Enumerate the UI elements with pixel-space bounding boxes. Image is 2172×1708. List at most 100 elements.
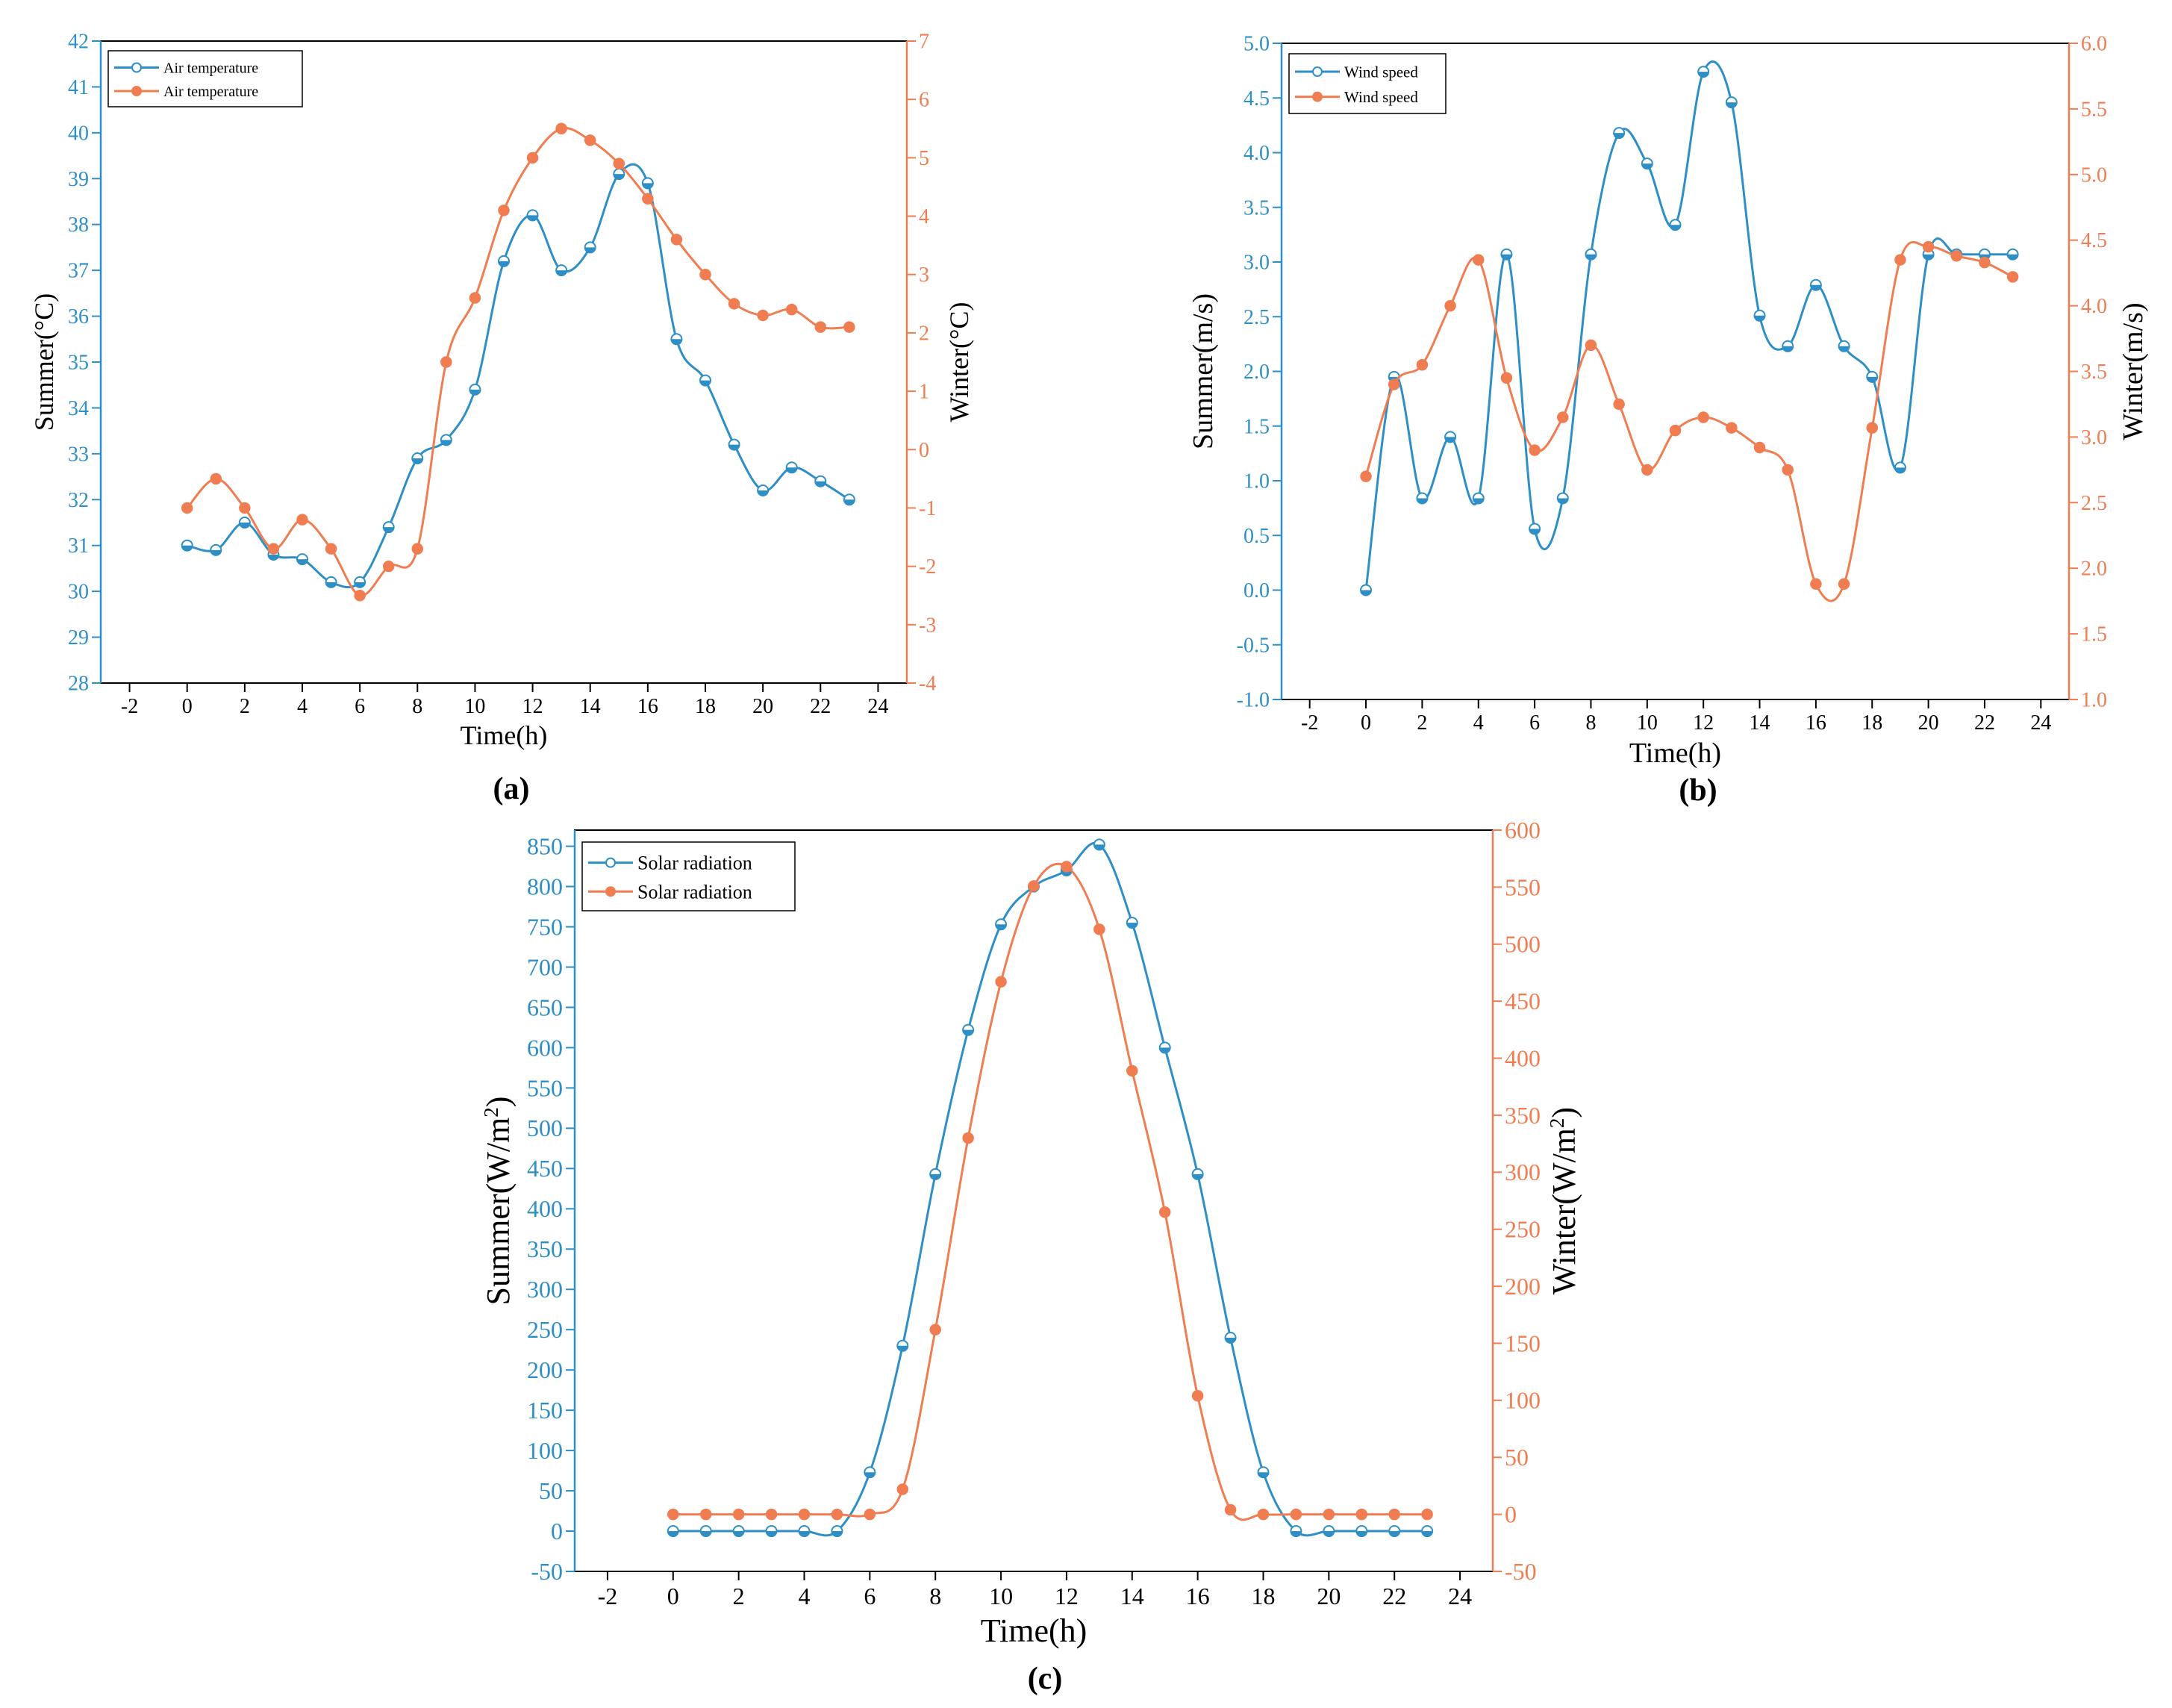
y-right-tick-label: 0 (1505, 1500, 1517, 1527)
y-left-tick-label: 37 (68, 260, 89, 283)
y-right-axis-title: Winter(W/m2) (1546, 1107, 1582, 1294)
y-right-tick-label: 4.0 (2081, 295, 2107, 318)
data-point (995, 976, 1007, 988)
y-right-tick-label: 400 (1505, 1044, 1541, 1071)
data-point (411, 543, 424, 555)
y-left-tick-label: 3.0 (1243, 252, 1270, 275)
legend-swatch-marker (605, 857, 616, 868)
data-point (667, 1508, 679, 1521)
data-point-fill (1923, 254, 1934, 260)
y-right-tick-label: -4 (919, 673, 936, 696)
x-tick-label: 18 (1862, 711, 1882, 735)
y-left-tick-label: 850 (527, 832, 563, 859)
data-point-fill (239, 523, 250, 529)
data-point-fill (1323, 1531, 1335, 1537)
data-point-fill (412, 458, 423, 464)
data-point-fill (614, 174, 625, 180)
series-line-summer (187, 163, 850, 589)
y-right-tick-label: 500 (1505, 931, 1541, 958)
x-tick-label: 6 (355, 695, 365, 718)
x-tick-label: 24 (867, 695, 888, 718)
data-point (1388, 1508, 1400, 1521)
legend-label: Air temperature (163, 84, 258, 100)
data-point-fill (210, 549, 222, 555)
data-point (1613, 398, 1625, 411)
data-point (1093, 923, 1105, 935)
data-point-fill (815, 481, 826, 487)
data-point-fill (499, 261, 509, 267)
data-point (814, 321, 827, 333)
data-point-fill (700, 1531, 711, 1537)
data-point (1444, 299, 1456, 312)
data-point (1028, 880, 1040, 892)
data-point-fill (355, 582, 366, 587)
data-point-fill (1225, 1337, 1236, 1343)
y-left-tick-label: -50 (531, 1558, 563, 1585)
data-point (1416, 358, 1429, 371)
y-right-tick-label: 50 (1505, 1444, 1529, 1471)
data-point-fill (1810, 284, 1821, 290)
legend-label: Wind speed (1344, 63, 1418, 81)
series-summer (181, 163, 855, 589)
chart-panel-c: -2 0 2 4 6 8 10 12 14 16 18 20 22 24-5005010015020025… (480, 817, 1582, 1696)
data-point (962, 1132, 974, 1144)
data-point-fill (1614, 133, 1625, 139)
data-point (1529, 444, 1541, 456)
y-left-tick-label: 650 (527, 994, 563, 1020)
data-point-fill (1389, 1531, 1400, 1537)
y-left-tick-label: 35 (68, 352, 89, 375)
x-tick-label: 22 (1382, 1583, 1406, 1609)
data-point (1697, 411, 1709, 423)
data-point-fill (1726, 102, 1737, 108)
series-line-winter (186, 127, 849, 597)
x-tick-label: 4 (1473, 711, 1484, 735)
data-point-fill (728, 444, 740, 450)
legend: Air temperature Air temperature (107, 50, 303, 107)
y-left-axis-title: Summer(W/m2) (480, 1097, 517, 1306)
data-point (1753, 441, 1766, 454)
data-point-fill (831, 1531, 843, 1537)
x-tick-label: 18 (695, 695, 716, 718)
data-point (699, 268, 711, 281)
series-winter (1360, 240, 2019, 602)
data-point-fill (1417, 498, 1428, 504)
y-left-tick-label: 32 (68, 489, 89, 512)
legend-swatch-marker (131, 86, 142, 96)
x-tick-label: 10 (989, 1583, 1013, 1609)
series-summer (667, 838, 1434, 1538)
series-winter (181, 122, 855, 602)
data-point (555, 122, 567, 135)
data-point (728, 298, 740, 310)
data-point (1810, 578, 1822, 590)
y-left-tick-label: 200 (527, 1356, 563, 1383)
y-right-tick-label: 250 (1505, 1216, 1541, 1243)
data-point (1922, 240, 1935, 253)
data-point (1191, 1389, 1204, 1402)
legend-label: Solar radiation (637, 881, 752, 903)
x-tick-label: 20 (1317, 1583, 1341, 1609)
y-left-tick-label: 550 (527, 1074, 563, 1101)
y-left-tick-label: 3.5 (1243, 196, 1270, 219)
data-point (498, 204, 510, 216)
y-right-tick-label: 1.5 (2081, 623, 2107, 646)
data-point-fill (1356, 1531, 1367, 1537)
data-point (1360, 470, 1372, 482)
y-right-tick-label: 550 (1505, 873, 1541, 900)
data-point-fill (469, 389, 481, 395)
y-left-tick-label: 2.5 (1243, 306, 1270, 329)
y-right-tick-label: 4 (919, 205, 929, 228)
x-tick-label: 16 (637, 695, 658, 718)
data-point (354, 589, 366, 602)
x-tick-label: 22 (810, 695, 831, 718)
x-tick-label: 22 (1974, 711, 1995, 735)
x-tick-label: 0 (1361, 711, 1371, 735)
data-point-fill (2007, 254, 2018, 260)
series-line-summer (672, 841, 1428, 1537)
data-point-fill (297, 559, 308, 565)
y-left-tick-label: 450 (527, 1155, 563, 1182)
y-right-tick-label: 7 (919, 31, 929, 54)
y-left-tick-label: 29 (68, 626, 89, 649)
data-point-fill (527, 215, 538, 221)
y-right-tick-label: 600 (1505, 817, 1541, 844)
data-point-fill (671, 339, 682, 345)
